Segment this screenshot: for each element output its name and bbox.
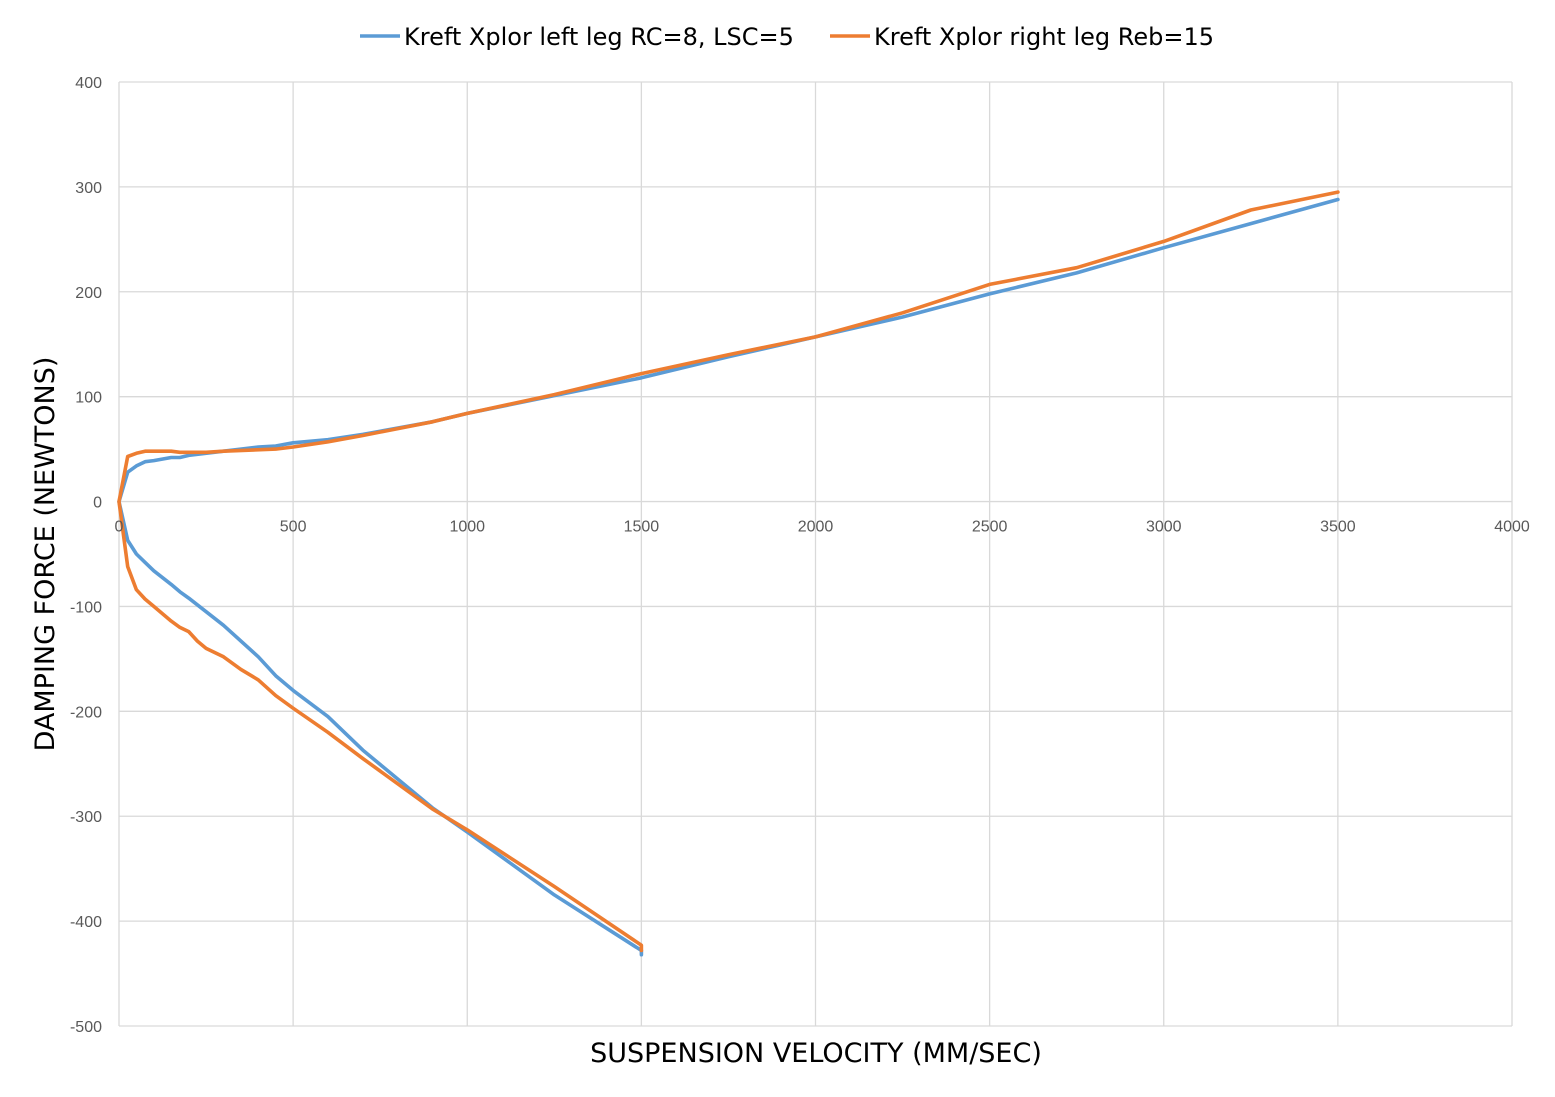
legend-label-left-leg: Kreft Xplor left leg RC=8, LSC=5 bbox=[404, 23, 794, 51]
x-tick-label: 3000 bbox=[1146, 519, 1182, 536]
series-lines bbox=[117, 190, 1340, 957]
x-tick-label: 2500 bbox=[972, 519, 1008, 536]
x-tick-label: 500 bbox=[280, 519, 307, 536]
x-tick-label: 4000 bbox=[1494, 519, 1530, 536]
legend-label-right-leg: Kreft Xplor right leg Reb=15 bbox=[874, 23, 1214, 51]
gridlines bbox=[118, 81, 1513, 1027]
x-tick-label: 3500 bbox=[1320, 519, 1356, 536]
series-line-left-leg bbox=[117, 197, 1340, 957]
y-tick-label: -200 bbox=[70, 704, 102, 721]
x-tick-label: 1000 bbox=[449, 519, 485, 536]
y-axis-title: DAMPING FORCE (NEWTONS) bbox=[30, 357, 61, 752]
x-tick-label: 2000 bbox=[798, 519, 834, 536]
x-axis-title: SUSPENSION VELOCITY (MM/SEC) bbox=[590, 1038, 1042, 1069]
y-tick-label: 200 bbox=[75, 285, 102, 302]
y-tick-label: -500 bbox=[70, 1019, 102, 1036]
y-tick-label: -300 bbox=[70, 809, 102, 826]
y-tick-label: -400 bbox=[70, 914, 102, 931]
y-tick-label: 0 bbox=[93, 495, 102, 512]
y-tick-label: 100 bbox=[75, 390, 102, 407]
x-axis-tick-labels: 0 500 1000 1500 2000 2500 3000 3500 4000 bbox=[115, 519, 1530, 536]
y-tick-label: -100 bbox=[70, 599, 102, 616]
y-axis-tick-labels: -500 -400 -300 -200 -100 0 100 200 300 400 bbox=[70, 75, 102, 1036]
x-tick-label: 1500 bbox=[624, 519, 660, 536]
series-line-right-leg bbox=[117, 190, 1340, 953]
y-tick-label: 400 bbox=[75, 75, 102, 92]
legend: Kreft Xplor left leg RC=8, LSC=5 Kreft X… bbox=[360, 23, 1214, 51]
y-tick-label: 300 bbox=[75, 180, 102, 197]
x-tick-label: 0 bbox=[115, 519, 124, 536]
